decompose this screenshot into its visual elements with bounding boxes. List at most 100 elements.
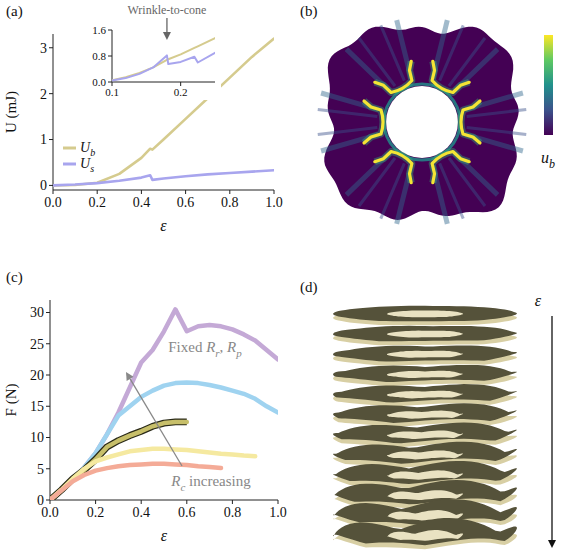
series-line [53,170,274,185]
panel-label: (c) [6,269,23,286]
y-tick-label: 0 [37,493,44,508]
y-tick [46,406,50,407]
y-tick-label: 0 [40,178,47,193]
y-tick-label: 30 [30,305,44,320]
x-axis-title: ε [161,527,168,544]
x-tick-label: 0.1 [105,86,119,98]
text-run: 0.0 [92,76,106,88]
sheet-hole [387,310,463,317]
x-tick [278,500,279,504]
arrow [548,316,556,548]
x-tick-label: 0.2 [174,86,188,98]
sheet-hole [387,371,463,378]
cone-glow [375,152,412,183]
cone [432,152,469,183]
text-run: Fixed [168,339,206,355]
annotation: Rc increasing [170,473,251,493]
text-run: R [170,473,180,489]
sheet-hole [387,530,463,541]
text-run: 0.8 [224,505,242,520]
text-run: ε [161,527,168,544]
text-run: 2 [40,87,47,102]
annotation: Wrinkle-to-cone [128,3,207,17]
y-tick-label: 0.8 [92,50,106,62]
text-run: 0.2 [174,86,188,98]
sheet-top [333,461,517,484]
text-run: 0.6 [178,505,196,520]
y-axis-title: F (N) [3,384,20,417]
y-axis [53,34,54,190]
text-run: 30 [30,305,44,320]
sheet-top [333,519,517,546]
text-run: (d) [300,279,318,296]
text-run: 0.8 [92,50,106,62]
y-tick [108,56,112,57]
y-tick [46,437,50,438]
sheet-top [333,480,517,504]
sheet-hole [387,470,463,480]
x-tick-label: 1.0 [269,505,287,520]
series-line [50,309,278,500]
streak [467,109,527,116]
ring [384,84,460,160]
sheet-sequence [333,306,517,549]
text-run: 0.1 [105,86,119,98]
streak [449,158,485,206]
x-tick-label: 0.4 [133,195,151,210]
legend-swatch [63,147,76,150]
text-run: 0.8 [221,195,239,210]
x-axis [53,190,274,191]
figure: 0.00.20.40.60.81.00123UbUsεU (mJ)(a)0.10… [0,0,567,556]
text-run: 3 [40,41,47,56]
x-tick [185,190,186,194]
x-tick [50,500,51,504]
sheet-top [333,346,517,362]
x-tick [274,190,275,194]
text-run: Wrinkle-to-cone [128,3,207,17]
text-run: increasing [185,473,251,489]
cone-glow [432,61,469,92]
cone [461,101,480,143]
y-tick [46,312,50,313]
text-run: 0.2 [88,195,106,210]
sheet-top [333,365,517,382]
arrow-shaft [551,316,552,540]
streak [359,38,395,86]
panel-label: (b) [300,3,318,20]
colorbar [544,35,553,135]
subscript: s [90,163,94,174]
text-run: , [220,339,228,355]
annotation: Fixed Rr, Rp [168,339,242,359]
legend: UbUs [63,140,95,174]
cone [375,152,412,183]
legend-label: Us [80,156,94,174]
text-run: 1.6 [92,24,106,36]
x-tick-label: 0.6 [177,195,195,210]
x-axis [112,82,215,83]
text-run: R [205,339,215,355]
cone-glow [375,61,412,92]
y-tick [49,47,53,48]
y-tick-label: 1.6 [92,24,106,36]
y-tick [46,500,50,501]
text-run: 0.0 [44,195,62,210]
sheet-hole [387,411,463,419]
text-run: 0 [37,493,44,508]
arrow-shaft [130,379,182,466]
series-line [112,38,215,80]
text-run: 1.0 [265,195,283,210]
colorbar-label: ub [541,149,555,171]
text-run: 0.4 [132,505,150,520]
arrow [163,18,171,40]
sheet-hole [387,450,463,459]
text-run: (a) [6,3,23,20]
x-tick-label: 0.8 [221,195,239,210]
text-run: 5 [37,462,44,477]
sheet-top [333,423,517,444]
y-tick-label: 20 [30,368,44,383]
y-tick-label: 10 [30,430,44,445]
text-run: 0 [40,178,47,193]
text-run: 20 [30,368,44,383]
y-tick-label: 3 [40,41,47,56]
text-run: 1.0 [269,505,287,520]
